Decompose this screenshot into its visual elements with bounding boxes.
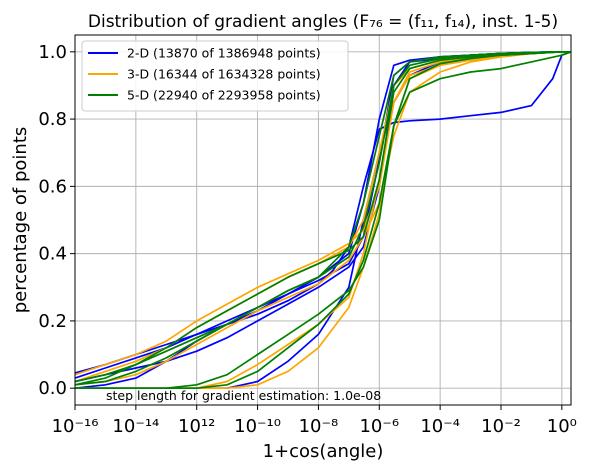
series-line [75,51,572,390]
x-tick-label: 10⁻² [481,416,521,437]
x-tick-label: 10⁻¹⁶ [52,416,99,437]
curves [74,50,572,390]
x-axis: 10⁻¹⁶ 10⁻¹⁴ 10¹² 10⁻¹⁰ 10⁻⁸ 10⁻⁶ 10⁻⁴ 10⁻² 10⁰ [52,405,577,437]
x-tick-label: 10¹² [178,416,215,437]
series-line [74,50,571,386]
y-tick-label: 0.6 [38,176,67,197]
y-tick-label: 0.2 [38,311,67,332]
y-tick-label: 0.0 [38,378,67,399]
x-tick-label: 10⁻⁸ [299,416,339,437]
legend-label: 3-D (16344 of 1634328 points) [127,67,321,82]
x-tick-label: 10⁻⁶ [359,416,399,437]
x-axis-label: 1+cos(angle) [263,441,384,462]
x-tick-label: 10⁻¹⁴ [112,416,159,437]
series-line [74,50,571,383]
legend: 2-D (13870 of 1386948 points) 3-D (16344 … [81,40,349,112]
x-tick-label: 10⁻¹⁰ [234,416,281,437]
chart-title: Distribution of gradient angles (F₇₆ = (… [88,12,558,32]
legend-box [81,40,349,112]
x-tick-label: 10⁰ [547,416,577,437]
x-tick-label: 10⁻⁴ [420,416,460,437]
plot-frame [74,34,572,406]
y-tick-label: 1.0 [38,42,67,63]
y-axis-label: percentage of points [10,127,31,314]
y-tick-label: 0.4 [38,244,67,265]
y-axis: 0.0 0.2 0.4 0.6 0.8 1.0 [38,42,75,399]
y-tick-label: 0.8 [38,109,67,130]
legend-label: 5-D (22940 of 2293958 points) [127,88,321,103]
legend-label: 2-D (13870 of 1386948 points) [127,46,321,61]
series-line [74,51,572,374]
annotation: step length for gradient estimation: 1.0… [106,388,381,403]
